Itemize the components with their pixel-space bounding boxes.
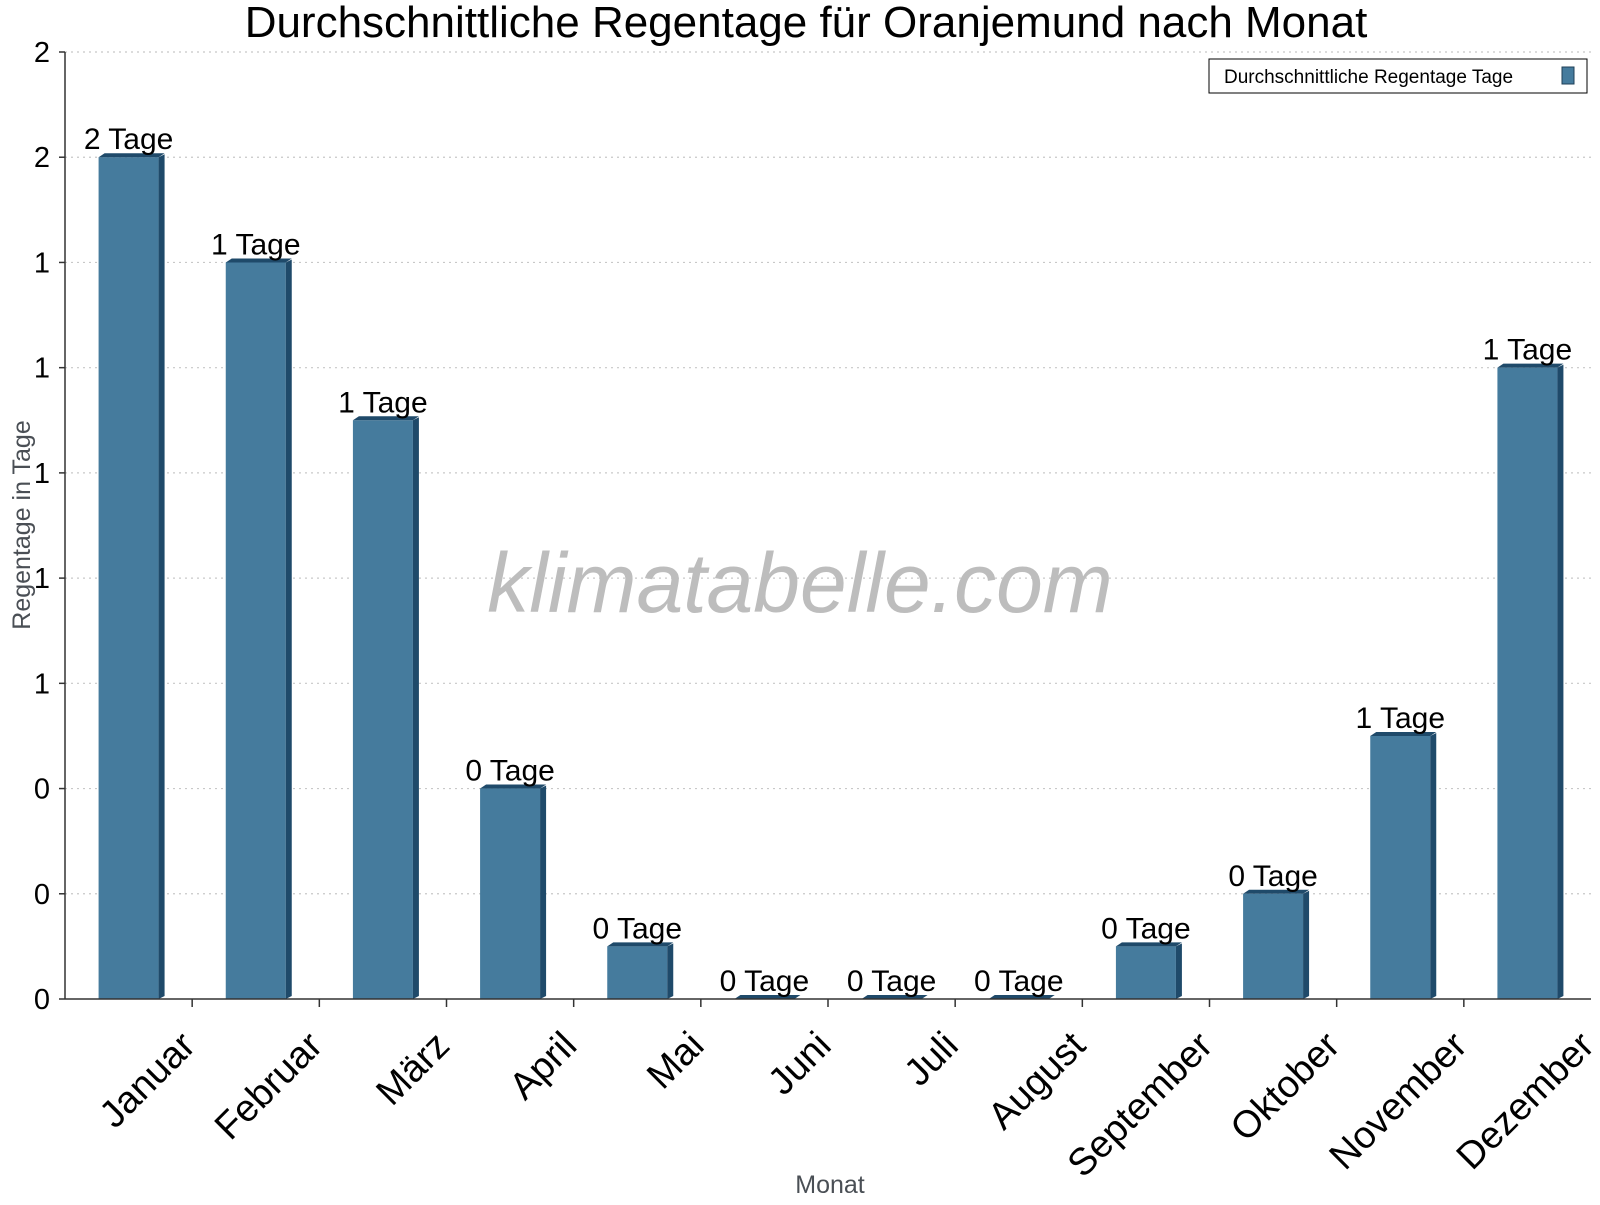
data-label: 0 Tage bbox=[720, 965, 810, 998]
legend-label: Durchschnittliche Regentage Tage bbox=[1224, 67, 1513, 88]
bar-face bbox=[1243, 893, 1304, 999]
y-axis-title: Regentage in Tage bbox=[8, 420, 36, 629]
bar-februar bbox=[225, 258, 292, 999]
data-label: 1 Tage bbox=[1355, 702, 1445, 735]
bar-top bbox=[352, 416, 419, 421]
x-tick-label: April bbox=[502, 1024, 585, 1107]
bar-top bbox=[1497, 363, 1564, 368]
bar-januar bbox=[98, 153, 165, 999]
grid-layer bbox=[65, 51, 1591, 895]
y-tick-label: 1 bbox=[34, 353, 50, 385]
bar-face bbox=[352, 420, 413, 999]
bar-juni bbox=[734, 995, 801, 999]
data-label: 0 Tage bbox=[465, 755, 555, 788]
bar-top bbox=[988, 995, 1055, 999]
data-label: 0 Tage bbox=[1228, 860, 1318, 893]
bar-face bbox=[98, 157, 159, 999]
y-tick-label: 1 bbox=[34, 668, 50, 700]
data-labels-layer: 2 Tage 1 Tage 1 Tage 0 Tage 0 Tage 0 Tage 0 Ta… bbox=[84, 123, 1572, 998]
y-tick-label: 0 bbox=[34, 774, 50, 806]
data-label: 1 Tage bbox=[211, 228, 301, 261]
bar-side bbox=[1303, 890, 1310, 999]
x-tick-label: Februar bbox=[207, 1024, 331, 1148]
data-label: 0 Tage bbox=[847, 965, 937, 998]
x-tick-label: Mai bbox=[639, 1024, 712, 1097]
bar-dezember bbox=[1497, 363, 1564, 1000]
x-tick-label: November bbox=[1322, 1024, 1476, 1178]
bar-september bbox=[1115, 942, 1182, 999]
data-label: 0 Tage bbox=[1101, 912, 1191, 945]
data-label: 0 Tage bbox=[592, 912, 682, 945]
bar-side bbox=[158, 154, 165, 999]
bars-layer bbox=[98, 153, 1564, 1000]
bar-top bbox=[607, 942, 674, 947]
x-tick-label: Oktober bbox=[1223, 1024, 1349, 1150]
bar-top bbox=[98, 153, 165, 158]
x-tick-label: Juli bbox=[897, 1024, 967, 1094]
bar-side bbox=[412, 417, 419, 999]
axes-layer bbox=[64, 52, 1591, 1000]
x-tick-label: Juni bbox=[760, 1024, 839, 1103]
y-tick-label: 1 bbox=[34, 247, 50, 279]
bar-face bbox=[1497, 367, 1558, 1000]
bar-side bbox=[1175, 943, 1182, 999]
bar-mai bbox=[607, 942, 674, 999]
bar-side bbox=[667, 943, 674, 999]
data-label: 1 Tage bbox=[1483, 334, 1573, 367]
y-tick-label: 1 bbox=[34, 563, 50, 595]
bar-top bbox=[1115, 942, 1182, 947]
bar-face bbox=[607, 946, 668, 999]
bar-top bbox=[1370, 731, 1437, 736]
bar-top bbox=[1243, 889, 1310, 894]
bar-juli bbox=[861, 995, 928, 999]
data-label: 1 Tage bbox=[338, 386, 428, 419]
bar-side bbox=[1557, 364, 1564, 1000]
y-tick-label: 2 bbox=[34, 142, 50, 174]
y-tick-label: 0 bbox=[34, 879, 50, 911]
bar-face bbox=[480, 788, 541, 999]
watermark-text: klimatabelle.com bbox=[487, 536, 1113, 630]
legend-box bbox=[1208, 58, 1588, 94]
chart-title: Durchschnittliche Regentage für Oranjemu… bbox=[245, 0, 1368, 47]
bar-top bbox=[861, 995, 928, 999]
x-ticks-layer: Januar Februar März April Mai Juni Juli AugustS… bbox=[92, 999, 1600, 1185]
bar-top bbox=[734, 995, 801, 999]
y-ticks-layer: 0 0 0 1 1 1 1 1 2 2 bbox=[34, 37, 65, 1016]
bar-top bbox=[225, 258, 292, 263]
bar-märz bbox=[352, 416, 419, 999]
x-tick-label: März bbox=[369, 1024, 458, 1113]
y-tick-label: 2 bbox=[34, 37, 50, 69]
bar-august bbox=[988, 995, 1055, 999]
bar-side bbox=[285, 259, 292, 999]
x-tick-label: Dezember bbox=[1449, 1024, 1600, 1178]
x-tick-label: Januar bbox=[92, 1024, 204, 1136]
bar-oktober bbox=[1243, 889, 1310, 999]
legend: Durchschnittliche Regentage Tage bbox=[1208, 58, 1588, 94]
x-axis-title: Monat bbox=[795, 1171, 865, 1199]
bar-side bbox=[540, 785, 547, 999]
data-label: 2 Tage bbox=[84, 123, 174, 156]
bar-side bbox=[1430, 732, 1437, 999]
bar-face bbox=[225, 262, 286, 999]
bar-face bbox=[1115, 946, 1176, 999]
data-label: 0 Tage bbox=[974, 965, 1064, 998]
y-tick-label: 0 bbox=[34, 984, 50, 1016]
legend-swatch bbox=[1561, 66, 1575, 85]
bar-april bbox=[480, 784, 547, 999]
bar-november bbox=[1370, 731, 1437, 999]
x-tick-label: August bbox=[980, 1024, 1094, 1138]
y-tick-label: 1 bbox=[34, 458, 50, 490]
bar-top bbox=[480, 784, 547, 789]
bar-face bbox=[1370, 735, 1431, 999]
